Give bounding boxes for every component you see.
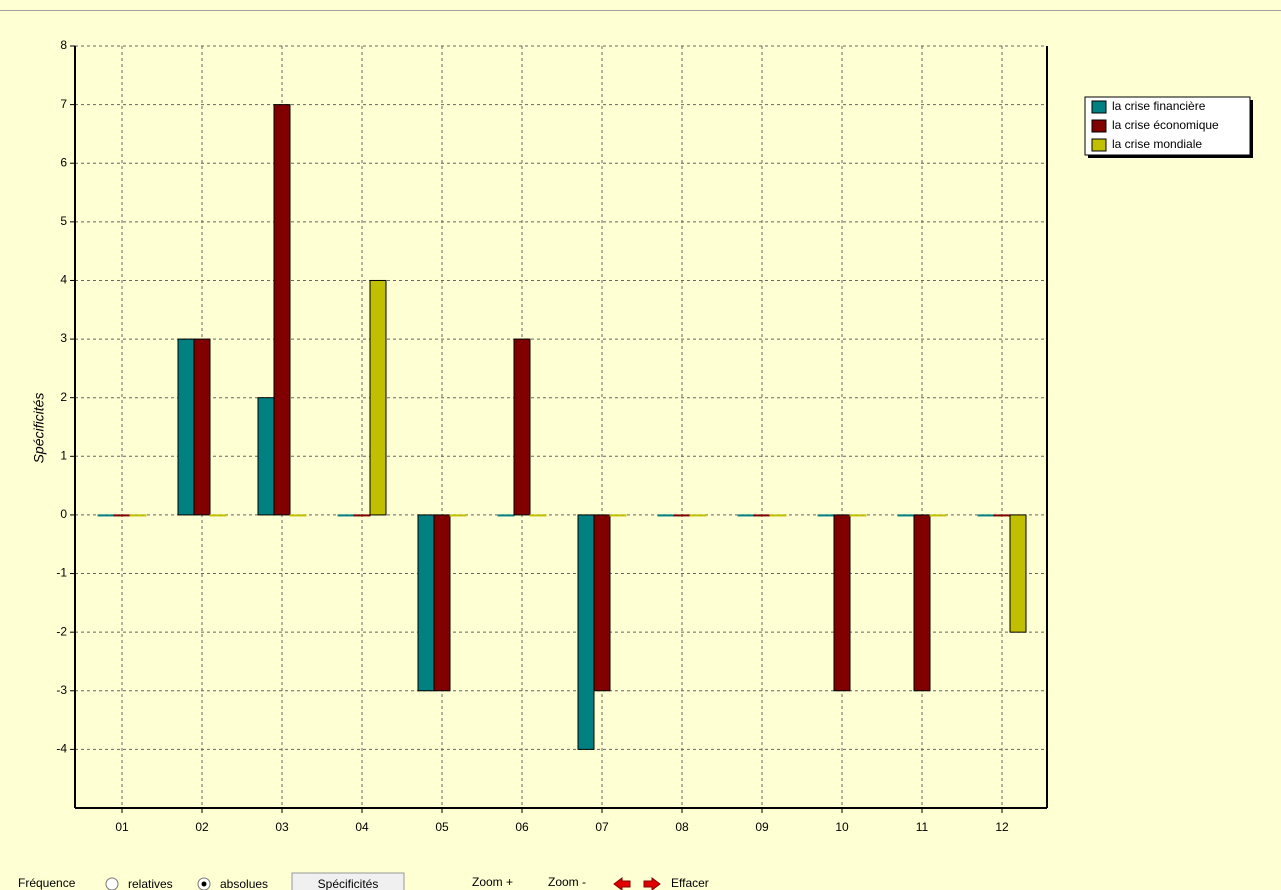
y-tick-label: 2 bbox=[60, 390, 67, 404]
bar bbox=[737, 514, 755, 517]
bar bbox=[689, 514, 707, 517]
bar bbox=[449, 514, 467, 517]
x-tick-label: 02 bbox=[195, 820, 209, 834]
y-tick-label: -2 bbox=[56, 624, 67, 638]
bar bbox=[417, 514, 435, 692]
clear-icon[interactable] bbox=[613, 877, 661, 890]
x-tick-label: 06 bbox=[515, 820, 529, 834]
y-tick-label: -4 bbox=[56, 742, 67, 756]
y-tick-label: 8 bbox=[60, 38, 67, 52]
bar bbox=[769, 514, 787, 517]
bar bbox=[289, 514, 307, 517]
bar bbox=[673, 514, 691, 517]
x-tick-label: 05 bbox=[435, 820, 449, 834]
x-tick-label: 08 bbox=[675, 820, 689, 834]
y-tick-label: 0 bbox=[60, 507, 67, 521]
bar bbox=[337, 514, 355, 517]
bar bbox=[209, 514, 227, 517]
y-axis-title: Spécificités bbox=[31, 393, 47, 464]
radio-relative[interactable] bbox=[105, 877, 119, 890]
bar bbox=[369, 279, 387, 516]
zoom-out[interactable]: Zoom - bbox=[548, 875, 586, 889]
bar bbox=[993, 514, 1011, 517]
x-tick-label: 07 bbox=[595, 820, 609, 834]
button-label[interactable]: Spécificités bbox=[318, 877, 379, 890]
legend-box bbox=[1084, 96, 1251, 156]
bar bbox=[609, 514, 627, 517]
bar bbox=[497, 514, 515, 517]
bar bbox=[977, 514, 995, 517]
bar bbox=[833, 514, 851, 692]
radio-absolute-dot bbox=[201, 881, 207, 887]
button[interactable] bbox=[291, 872, 405, 890]
y-tick-label: 6 bbox=[60, 155, 67, 169]
bar bbox=[433, 514, 451, 692]
bar bbox=[657, 514, 675, 517]
radio-relative-label[interactable]: relatives bbox=[128, 877, 173, 890]
x-tick-label: 09 bbox=[755, 820, 769, 834]
legend: la crise financière la crise économique la… bbox=[1084, 96, 1253, 158]
bar bbox=[97, 514, 115, 517]
legend-label: la crise financière bbox=[1112, 99, 1206, 113]
legend-label: la crise mondiale bbox=[1112, 137, 1202, 151]
frequency-label: Fréquence bbox=[18, 876, 76, 890]
legend-swatch bbox=[1091, 119, 1107, 133]
bar bbox=[849, 514, 867, 517]
x-tick-label: 04 bbox=[355, 820, 369, 834]
y-tick-label: 3 bbox=[60, 331, 67, 345]
legend-label: la crise économique bbox=[1112, 118, 1219, 132]
legend-swatch bbox=[1091, 100, 1107, 114]
legend-swatch bbox=[1091, 138, 1107, 152]
bar bbox=[257, 397, 275, 516]
plot-area bbox=[74, 45, 1048, 809]
y-tick-label: 5 bbox=[60, 214, 67, 228]
bar bbox=[577, 514, 595, 750]
bar bbox=[913, 514, 931, 692]
y-tick-label: -1 bbox=[56, 566, 67, 580]
bar bbox=[273, 104, 291, 516]
bar bbox=[353, 514, 371, 517]
x-tick-label: 10 bbox=[835, 820, 849, 834]
bar bbox=[593, 514, 611, 692]
bar bbox=[513, 338, 531, 516]
y-tick-label: 4 bbox=[60, 273, 67, 287]
y-tick-label: -3 bbox=[56, 683, 67, 697]
x-tick-label: 01 bbox=[115, 820, 129, 834]
bar bbox=[193, 338, 211, 516]
y-tick-label: 1 bbox=[60, 448, 67, 462]
bar bbox=[177, 338, 195, 516]
x-tick-label: 03 bbox=[275, 820, 289, 834]
zoom-in[interactable]: Zoom + bbox=[472, 875, 513, 889]
bar bbox=[1009, 514, 1027, 633]
bar bbox=[817, 514, 835, 517]
bar bbox=[897, 514, 915, 517]
x-tick-label: 11 bbox=[916, 820, 929, 834]
y-tick-label: 7 bbox=[60, 97, 67, 111]
bar bbox=[129, 514, 147, 517]
bar bbox=[753, 514, 771, 517]
bar bbox=[113, 514, 131, 517]
radio-absolute-label[interactable]: absolues bbox=[220, 877, 268, 890]
x-tick-label: 12 bbox=[995, 820, 1009, 834]
clear[interactable]: Effacer bbox=[671, 876, 709, 890]
bar bbox=[929, 514, 947, 517]
bar bbox=[529, 514, 547, 517]
toolbar: Fréquence relatives absolues Spécificité… bbox=[18, 872, 709, 890]
